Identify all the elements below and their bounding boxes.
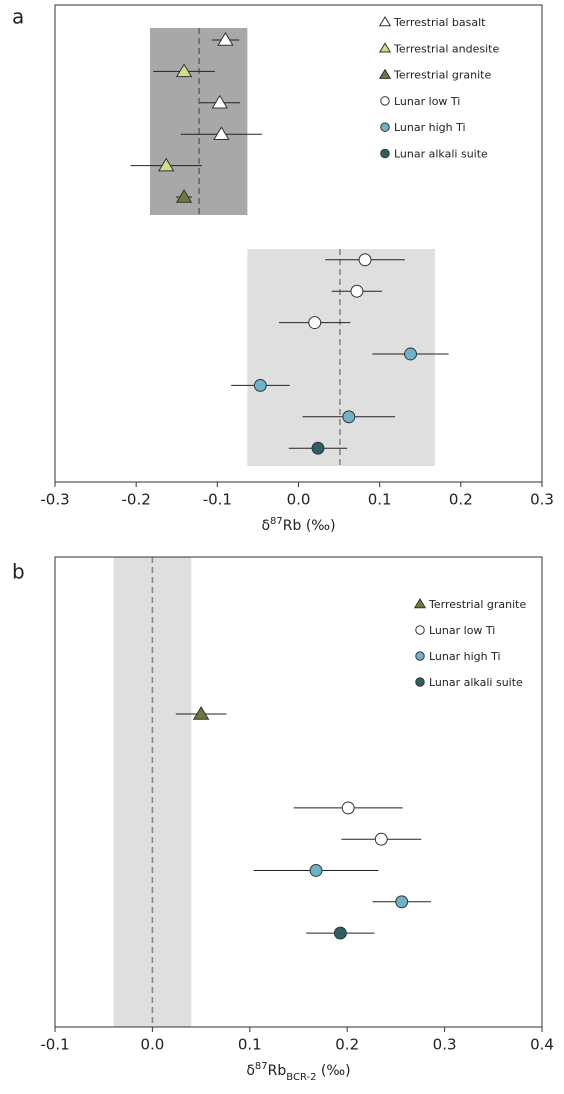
data-point <box>175 189 193 203</box>
data-point <box>192 706 210 720</box>
x-tick-label: 0.0 <box>140 1036 164 1054</box>
plot-frame <box>54 556 543 1028</box>
data-point <box>350 284 364 298</box>
legend-marker <box>378 42 392 53</box>
legend-label: Lunar high Ti <box>429 650 501 663</box>
x-tick-label: -0.1 <box>40 1036 69 1054</box>
legend-label: Terrestrial andesite <box>393 42 499 55</box>
data-point <box>157 157 175 172</box>
data-point <box>342 410 356 424</box>
panel-label: b <box>12 560 25 584</box>
legend-label: Lunar low Ti <box>394 95 460 108</box>
legend-marker <box>380 148 390 159</box>
data-point <box>217 32 234 46</box>
axis-label-part: δ <box>261 518 270 534</box>
panel-label: a <box>12 5 24 29</box>
data-point <box>211 94 229 109</box>
legend-label: Lunar high Ti <box>394 121 466 134</box>
axis-label-part: 87 <box>270 516 283 527</box>
legend-marker <box>380 122 390 132</box>
legend-marker <box>415 625 425 635</box>
legend-label: Lunar low Ti <box>429 624 495 637</box>
x-tick-label: 0.3 <box>530 491 554 509</box>
data-point <box>395 895 409 909</box>
axis-label-part: Rb <box>268 1063 287 1079</box>
x-tick-label: 0.1 <box>368 491 392 509</box>
legend-marker <box>380 96 390 106</box>
data-point <box>374 832 388 846</box>
data-point <box>333 926 347 940</box>
data-point <box>213 126 230 140</box>
axis-label-part: BCR-2 <box>286 1072 316 1083</box>
legend-label: Lunar alkali suite <box>429 676 523 689</box>
data-point <box>308 316 322 330</box>
x-tick-label: -0.3 <box>40 491 69 509</box>
axis-label-part: (‰) <box>301 518 335 534</box>
legend-marker <box>415 651 425 661</box>
axis-label-part: Rb <box>283 518 302 534</box>
axis-label-part: 87 <box>255 1061 268 1072</box>
x-axis-label: δ87RbBCR-2 (‰) <box>246 1061 350 1083</box>
chart-panel: b -0.1 0.0 0.1 0.2 0.3 0.4 δ87RbBCR-2 (‰) Terres… <box>12 556 554 1083</box>
axis-label-part: δ <box>246 1063 255 1079</box>
data-point <box>341 801 355 815</box>
legend-label: Terrestrial granite <box>428 598 526 611</box>
range-band <box>247 249 435 466</box>
data-point <box>311 441 325 455</box>
x-tick-label: 0.3 <box>433 1036 457 1054</box>
chart-panel: a -0.3 -0.2 -0.1 0.0 0.1 0.2 0.3 δ87Rb (‰) Terres… <box>12 4 554 535</box>
x-tick-label: 0.0 <box>287 491 311 509</box>
legend-marker <box>413 598 427 609</box>
data-point <box>309 864 323 877</box>
x-tick-label: 0.4 <box>530 1036 554 1054</box>
legend-label: Terrestrial granite <box>393 69 491 82</box>
axis-label-part: (‰) <box>316 1063 350 1079</box>
data-point <box>253 378 267 392</box>
x-tick-label: -0.1 <box>203 491 232 509</box>
legend-marker <box>378 68 392 79</box>
legend-label: Terrestrial basalt <box>393 16 486 29</box>
data-point <box>175 63 193 78</box>
x-axis-label: δ87Rb (‰) <box>261 516 335 535</box>
x-tick-label: 0.1 <box>238 1036 262 1054</box>
x-tick-label: 0.2 <box>335 1036 359 1054</box>
data-point <box>358 253 372 267</box>
x-tick-label: 0.2 <box>449 491 473 509</box>
x-tick-label: -0.2 <box>122 491 151 509</box>
legend-marker <box>415 677 425 687</box>
legend-marker <box>378 16 392 27</box>
data-point <box>404 347 417 361</box>
legend-label: Lunar alkali suite <box>394 148 488 161</box>
